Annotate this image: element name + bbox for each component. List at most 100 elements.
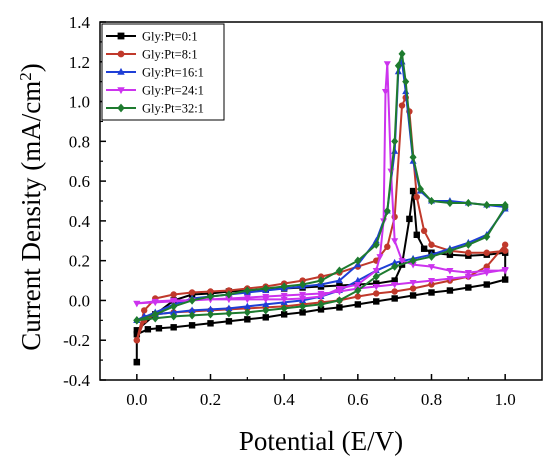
data-point (133, 300, 141, 308)
data-point (427, 196, 436, 206)
x-axis-title: Potential (E/V) (239, 426, 403, 456)
data-point (188, 289, 196, 296)
data-point (151, 310, 159, 319)
data-point (427, 252, 436, 261)
data-point (409, 187, 417, 195)
data-point (464, 240, 472, 249)
data-point (409, 153, 417, 162)
data-point (151, 298, 159, 306)
data-point (483, 232, 491, 241)
data-point (465, 284, 472, 291)
x-tick-label: 0.0 (126, 390, 147, 409)
data-point (354, 256, 362, 265)
legend-label: Gly:Pt=32:1 (142, 102, 204, 116)
legend-marker (117, 103, 125, 113)
data-point (299, 291, 307, 299)
data-point (446, 246, 454, 255)
data-point (409, 279, 417, 287)
data-point (317, 293, 325, 301)
data-point (335, 296, 343, 305)
data-point (409, 262, 417, 269)
data-point (398, 258, 406, 265)
data-point (383, 206, 391, 216)
data-point (207, 320, 214, 327)
data-point (170, 302, 178, 311)
data-point (262, 306, 270, 315)
data-point (391, 262, 399, 271)
data-point (170, 297, 178, 305)
data-point (262, 300, 270, 307)
data-point (133, 316, 141, 325)
data-point (354, 286, 362, 295)
legend-item: Gly:Pt=32:1 (106, 102, 204, 116)
data-point (428, 281, 435, 288)
data-point (354, 276, 362, 284)
data-point (299, 302, 307, 311)
data-point (391, 137, 399, 146)
y-axis-title-superscript: 2 (16, 72, 35, 81)
data-point (428, 241, 435, 248)
data-point (376, 254, 384, 261)
data-point (501, 200, 509, 210)
data-point (335, 266, 343, 275)
data-point (144, 326, 152, 333)
data-point (243, 296, 251, 304)
x-axis: 0.0 0.2 0.4 0.6 0.8 1.0 (126, 374, 516, 409)
data-point (409, 256, 417, 265)
data-point (243, 286, 251, 295)
data-point (188, 306, 196, 313)
data-point (465, 249, 472, 256)
data-point (206, 305, 215, 312)
series-5 (133, 49, 509, 325)
data-point (354, 281, 362, 289)
data-point (384, 243, 391, 250)
series-line (136, 62, 507, 305)
data-point (391, 238, 399, 245)
data-point (133, 337, 141, 344)
y-tick-label: 1.4 (69, 13, 91, 32)
y-axis-title-close: ) (16, 63, 46, 72)
data-point (464, 198, 472, 208)
data-point (446, 276, 454, 283)
data-point (391, 258, 399, 266)
data-point (262, 284, 270, 293)
data-point (483, 249, 490, 256)
data-point (420, 227, 428, 235)
data-point (372, 272, 380, 281)
data-point (280, 304, 288, 313)
data-point (428, 289, 435, 296)
data-point (299, 295, 307, 303)
data-point (141, 307, 148, 314)
data-point (133, 327, 141, 334)
data-point (280, 296, 288, 304)
data-point (394, 61, 402, 70)
legend-marker (117, 50, 125, 58)
legend-label: Gly:Pt=8:1 (142, 48, 198, 62)
data-point (402, 77, 410, 86)
x-tick-label: 0.6 (347, 390, 368, 409)
series-4 (133, 61, 509, 308)
data-point (336, 282, 343, 289)
data-point (206, 292, 215, 301)
data-point (391, 277, 398, 284)
data-point (391, 288, 398, 295)
data-point (335, 276, 343, 284)
data-point (446, 268, 454, 275)
legend-label: Gly:Pt=24:1 (142, 84, 204, 98)
data-point (262, 314, 269, 321)
data-point (299, 280, 307, 289)
data-point (336, 304, 343, 311)
y-tick-label: 0.0 (69, 291, 90, 310)
data-point (317, 306, 325, 313)
data-point (206, 310, 215, 319)
data-point (225, 318, 233, 325)
y-tick-label: 0.2 (69, 252, 90, 271)
data-point (225, 304, 233, 311)
data-point (416, 184, 424, 194)
y-tick-label: 1.0 (69, 93, 90, 112)
data-point (409, 292, 417, 299)
legend: Gly:Pt=0:1 Gly:Pt=8:1 Gly:Pt=16:1 Gly:Pt=24… (101, 23, 225, 121)
data-point (381, 89, 389, 96)
data-point (188, 322, 196, 329)
